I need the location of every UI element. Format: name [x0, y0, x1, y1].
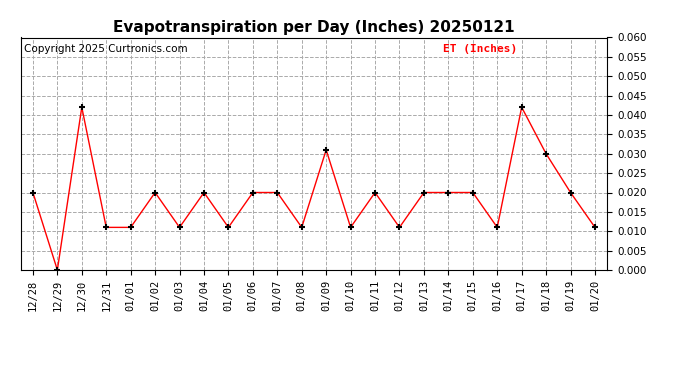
- Title: Evapotranspiration per Day (Inches) 20250121: Evapotranspiration per Day (Inches) 2025…: [113, 20, 515, 35]
- Text: Copyright 2025 Curtronics.com: Copyright 2025 Curtronics.com: [23, 45, 187, 54]
- Text: ET (Inches): ET (Inches): [443, 45, 518, 54]
